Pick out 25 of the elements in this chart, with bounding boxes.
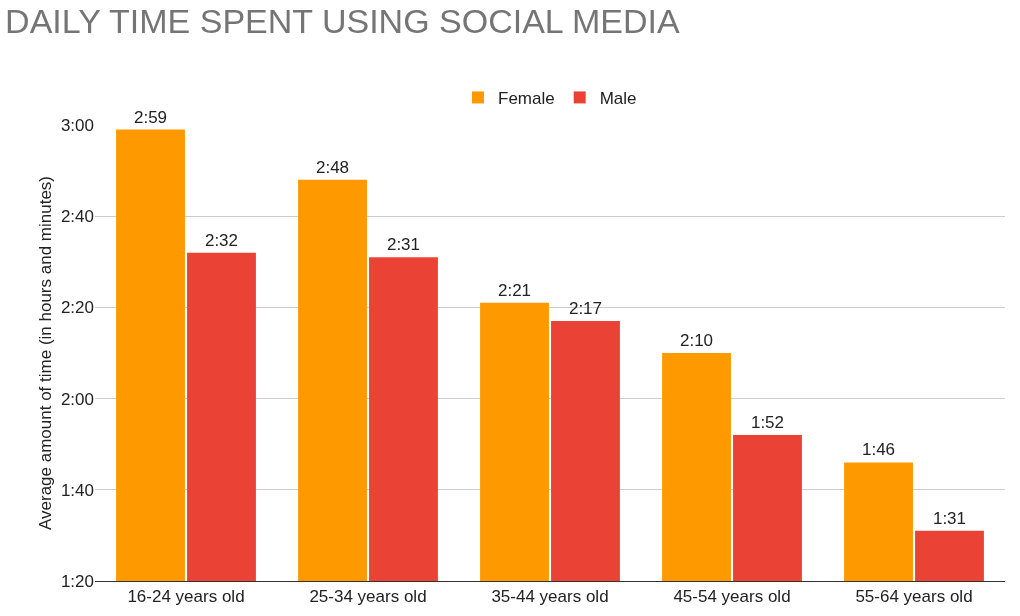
legend-label: Male [599,89,637,109]
y-tick-label: 2:00 [60,389,94,409]
x-tick-label: 25-34 years old [309,587,427,607]
data-label: 2:10 [679,331,714,350]
y-tick-label: 1:20 [60,571,94,591]
x-tick-label: 35-44 years old [491,587,609,607]
chart-title: DAILY TIME SPENT USING SOCIAL MEDIA [5,2,680,41]
data-label: 2:48 [315,157,350,177]
y-axis-title: Average amount of time (in hours and minutes) [36,175,55,531]
data-label: 2:17 [568,299,603,319]
y-tick-label: 1:40 [60,480,94,500]
y-tick-label: 2:20 [60,298,94,318]
data-label: 1:46 [861,440,896,460]
x-tick-label: 55-64 years old [855,587,973,607]
data-label: 1:31 [932,508,967,528]
x-tick-label: 16-24 years old [127,587,245,607]
y-tick-label: 3:00 [60,115,94,135]
data-label: 2:59 [133,107,168,127]
x-tick-label: 45-54 years old [673,587,791,607]
legend-label: Female [498,89,555,109]
data-label: 2:32 [204,230,239,250]
y-tick-label: 2:40 [60,207,94,227]
data-label: 2:21 [497,280,532,300]
data-label: 1:52 [750,413,785,433]
data-label: 2:31 [386,235,421,255]
